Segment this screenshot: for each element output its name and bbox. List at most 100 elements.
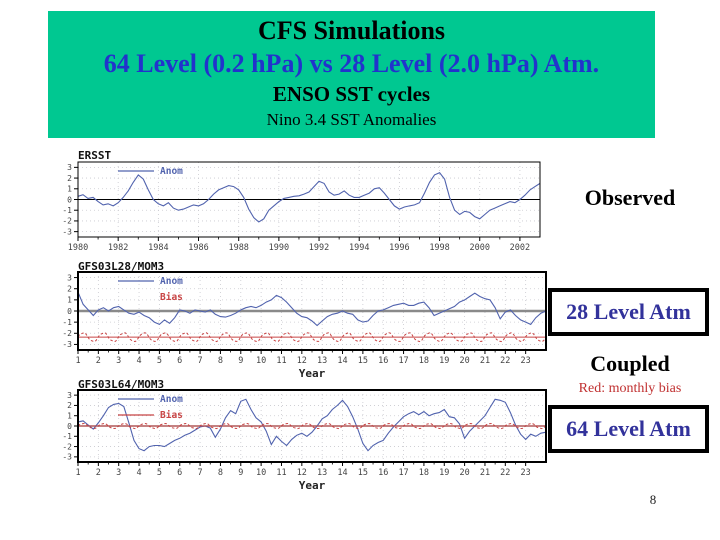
svg-text:Anom: Anom xyxy=(160,276,183,287)
svg-text:2: 2 xyxy=(67,174,72,183)
svg-text:1982: 1982 xyxy=(108,243,128,253)
svg-text:16: 16 xyxy=(378,468,388,478)
svg-text:3: 3 xyxy=(67,391,72,400)
svg-text:Anom: Anom xyxy=(160,166,183,177)
svg-text:6: 6 xyxy=(177,468,182,478)
svg-text:13: 13 xyxy=(317,356,327,366)
svg-text:3: 3 xyxy=(116,356,121,366)
svg-text:12: 12 xyxy=(297,468,307,478)
coupled-label: Coupled xyxy=(590,351,670,376)
svg-text:0: 0 xyxy=(67,195,72,204)
svg-text:21: 21 xyxy=(480,356,490,366)
slide-title: CFS Simulations xyxy=(257,16,446,45)
svg-text:1: 1 xyxy=(75,356,80,366)
svg-text:1: 1 xyxy=(67,412,72,421)
svg-text:2002: 2002 xyxy=(510,243,530,253)
svg-text:7: 7 xyxy=(198,356,203,366)
svg-text:1998: 1998 xyxy=(429,243,449,253)
svg-text:9: 9 xyxy=(238,468,243,478)
svg-text:1990: 1990 xyxy=(269,243,289,253)
svg-text:1: 1 xyxy=(67,185,72,194)
svg-text:-2: -2 xyxy=(62,442,72,451)
svg-text:16: 16 xyxy=(378,356,388,366)
svg-text:-1: -1 xyxy=(62,206,72,215)
svg-text:8: 8 xyxy=(218,468,223,478)
svg-text:2: 2 xyxy=(67,401,72,410)
svg-text:-3: -3 xyxy=(62,227,72,236)
svg-text:-1: -1 xyxy=(62,318,72,327)
svg-text:20: 20 xyxy=(459,356,469,366)
svg-text:18: 18 xyxy=(419,468,429,478)
svg-text:-2: -2 xyxy=(62,217,72,226)
slide-subtitle: 64 Level (0.2 hPa) vs 28 Level (2.0 hPa)… xyxy=(103,49,600,78)
svg-text:17: 17 xyxy=(398,468,408,478)
svg-text:19: 19 xyxy=(439,356,449,366)
svg-text:Year: Year xyxy=(299,479,326,492)
svg-text:-3: -3 xyxy=(62,340,72,349)
svg-text:Bias: Bias xyxy=(160,410,183,421)
svg-text:Anom: Anom xyxy=(160,394,183,405)
svg-text:5: 5 xyxy=(157,356,162,366)
svg-text:23: 23 xyxy=(521,356,531,366)
svg-text:-3: -3 xyxy=(62,453,72,462)
header-banner: CFS Simulations 64 Level (0.2 hPa) vs 28… xyxy=(48,11,655,138)
box-28-label: 28 Level Atm xyxy=(566,299,691,324)
svg-text:Year: Year xyxy=(299,367,326,378)
svg-text:4: 4 xyxy=(136,356,141,366)
svg-text:3: 3 xyxy=(116,468,121,478)
label-box-28-level: 28 Level Atm xyxy=(548,288,709,336)
svg-text:0: 0 xyxy=(67,307,72,316)
slide-line4: Nino 3.4 SST Anomalies xyxy=(266,110,437,129)
page-number: 8 xyxy=(649,492,657,507)
svg-text:2000: 2000 xyxy=(469,243,489,253)
svg-text:1988: 1988 xyxy=(228,243,248,253)
svg-text:4: 4 xyxy=(136,468,141,478)
svg-text:10: 10 xyxy=(256,468,266,478)
svg-text:15: 15 xyxy=(358,468,368,478)
svg-text:13: 13 xyxy=(317,468,327,478)
svg-text:6: 6 xyxy=(177,356,182,366)
svg-text:18: 18 xyxy=(419,356,429,366)
svg-text:-2: -2 xyxy=(62,329,72,338)
svg-text:23: 23 xyxy=(521,468,531,478)
svg-text:Bias: Bias xyxy=(160,292,183,303)
svg-text:1994: 1994 xyxy=(349,243,369,253)
red-bias-note: Red: monthly bias xyxy=(578,381,682,396)
slide-line3: ENSO SST cycles xyxy=(272,82,431,106)
svg-text:0: 0 xyxy=(67,422,72,431)
svg-text:1996: 1996 xyxy=(389,243,409,253)
svg-text:14: 14 xyxy=(337,468,347,478)
svg-text:1992: 1992 xyxy=(309,243,329,253)
chart3-title: GFS03L64/MOM3 xyxy=(78,378,165,391)
svg-text:2: 2 xyxy=(96,468,101,478)
svg-text:22: 22 xyxy=(500,356,510,366)
svg-text:3: 3 xyxy=(67,273,72,282)
svg-text:1986: 1986 xyxy=(188,243,208,253)
svg-text:2: 2 xyxy=(96,356,101,366)
svg-text:-1: -1 xyxy=(62,432,72,441)
chart1-ersst-plot: 3 2 10 -1 -2-3 1980 1982 1984 1986 1988 1990 1992 19… xyxy=(62,161,541,253)
svg-text:5: 5 xyxy=(157,468,162,478)
svg-text:20: 20 xyxy=(459,468,469,478)
chart2-title: GFS03L28/MOM3 xyxy=(78,260,165,273)
svg-text:11: 11 xyxy=(276,356,286,366)
svg-text:11: 11 xyxy=(276,468,286,478)
svg-text:3: 3 xyxy=(67,163,72,172)
svg-text:1: 1 xyxy=(67,296,72,305)
box-64-label: 64 Level Atm xyxy=(566,416,691,441)
svg-text:10: 10 xyxy=(256,356,266,366)
svg-text:15: 15 xyxy=(358,356,368,366)
svg-text:17: 17 xyxy=(398,356,408,366)
observed-label: Observed xyxy=(584,185,676,210)
svg-text:9: 9 xyxy=(238,356,243,366)
svg-text:19: 19 xyxy=(439,468,449,478)
label-box-64-level: 64 Level Atm xyxy=(548,405,709,453)
svg-text:21: 21 xyxy=(480,468,490,478)
svg-text:12: 12 xyxy=(297,356,307,366)
svg-text:1980: 1980 xyxy=(68,243,88,253)
svg-text:2: 2 xyxy=(67,285,72,294)
svg-text:8: 8 xyxy=(218,356,223,366)
